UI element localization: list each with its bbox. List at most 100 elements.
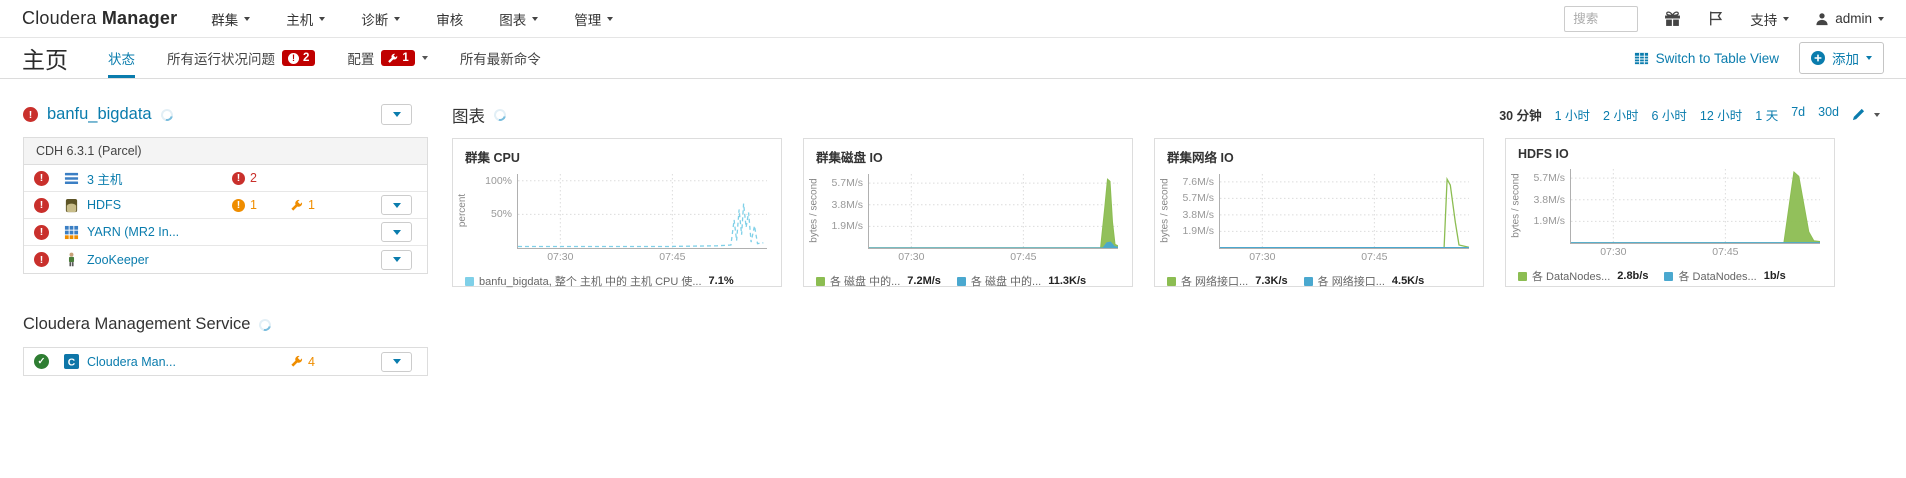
menu-audits[interactable]: 审核 — [436, 12, 464, 28]
chart-body: percent 100% 50% 07:30 07:45 — [453, 170, 781, 266]
management-actions-dropdown[interactable] — [381, 351, 412, 372]
cluster-name-link[interactable]: banfu_bigdata — [47, 105, 152, 123]
zookeeper-icon — [68, 252, 75, 267]
logo-part1: Cloudera — [22, 8, 97, 28]
time-range-link[interactable]: 2 小时 — [1603, 109, 1639, 123]
menu-clusters[interactable]: 群集 — [211, 9, 251, 29]
chevron-down-icon[interactable] — [1874, 112, 1880, 117]
chart-card[interactable]: HDFS IO bytes / second 5.7M/s 3.8M/s 1.9M/… — [1505, 138, 1835, 287]
legend-value: 4.5K/s — [1391, 275, 1425, 287]
legend-item: 各 DataNodes... 1b/s — [1664, 268, 1786, 284]
zookeeper-actions-dropdown[interactable] — [381, 249, 412, 270]
time-range-link[interactable]: 30d — [1818, 105, 1839, 119]
chevron-down-icon — [394, 16, 401, 21]
time-range-link[interactable]: 1 天 — [1755, 109, 1779, 123]
y-tick-label: 3.8M/s — [831, 198, 863, 211]
chevron-down-icon — [1878, 16, 1884, 21]
chevron-down-icon — [392, 359, 401, 364]
health-error-count[interactable]: 2 — [232, 171, 290, 185]
parcel-icon[interactable] — [1664, 10, 1681, 27]
chevron-down-icon — [532, 16, 539, 21]
hosts-link[interactable]: 3 主机 — [64, 169, 232, 188]
error-status-icon — [23, 107, 38, 122]
time-range-link[interactable]: 7d — [1791, 105, 1806, 119]
tab-recent-commands[interactable]: 所有最新命令 — [459, 52, 541, 67]
health-warning-count[interactable]: 1 — [232, 198, 290, 212]
cluster-status-donut-icon[interactable] — [158, 106, 175, 123]
cluster-actions-dropdown[interactable] — [381, 104, 412, 125]
switch-table-view-link[interactable]: Switch to Table View — [1634, 51, 1779, 66]
user-menu[interactable]: admin — [1815, 11, 1884, 26]
page-tabbar: 主页 状态 所有运行状况问题 2 配置 1 所有最新命令 Switch to T… — [0, 38, 1906, 79]
chart-card[interactable]: 群集磁盘 IO bytes / second 5.7M/s 3.8M/s 1.9M/… — [803, 138, 1133, 288]
chart-plot-svg — [1570, 169, 1821, 244]
x-tick-label: 07:30 — [1600, 246, 1627, 258]
y-axis-label: bytes / second — [1510, 172, 1522, 238]
legend-value: 11.3K/s — [1048, 275, 1087, 287]
chart-legend: banfu_bigdata, 整个 主机 中的 主机 CPU 使... 7.1% — [465, 273, 769, 289]
management-status-donut-icon[interactable] — [257, 316, 274, 333]
tab-health-issues[interactable]: 所有运行状况问题 2 — [167, 38, 316, 78]
y-axis-label: bytes / second — [808, 177, 820, 243]
yarn-link[interactable]: YARN (MR2 In... — [64, 225, 232, 240]
chart-plot: 5.7M/s 3.8M/s 1.9M/s 07:30 07:45 — [831, 174, 1119, 263]
logo-part2: Manager — [101, 8, 178, 28]
tab-configuration[interactable]: 配置 1 — [347, 38, 428, 78]
error-status-icon — [34, 197, 49, 213]
time-range-link[interactable]: 6 小时 — [1651, 109, 1687, 123]
menu-diagnostics[interactable]: 诊断 — [361, 9, 401, 29]
chevron-down-icon — [421, 56, 428, 60]
cluster-services-table: CDH 6.3.1 (Parcel) 3 主机 2 HDFS 1 1 — [23, 137, 428, 274]
table-row-management: C Cloudera Man... 4 — [24, 348, 427, 375]
health-issues-badge: 2 — [282, 50, 316, 66]
time-range-link[interactable]: 12 小时 — [1699, 109, 1743, 123]
menu-hosts[interactable]: 主机 — [286, 9, 326, 29]
edit-pencil-icon[interactable] — [1852, 108, 1865, 121]
chart-card[interactable]: 群集 CPU percent 100% 50% 07:30 07:45 banfu_b… — [452, 138, 782, 289]
config-issues-badge: 1 — [381, 50, 415, 66]
menu-charts[interactable]: 图表 — [499, 9, 539, 29]
chevron-down-icon — [244, 16, 251, 21]
chevron-down-icon — [1866, 56, 1872, 60]
chart-legend: 各 网络接口... 7.3K/s 各 网络接口... 4.5K/s — [1167, 273, 1471, 289]
y-tick-label: 1.9M/s — [1182, 225, 1214, 238]
add-button[interactable]: 添加 — [1799, 42, 1884, 74]
plus-circle-icon — [1811, 51, 1825, 65]
chart-card-title: HDFS IO — [1518, 147, 1569, 161]
charts-title: 图表 — [452, 107, 485, 126]
hdfs-link[interactable]: HDFS — [64, 198, 232, 213]
hdfs-icon — [65, 198, 78, 212]
time-range-link[interactable]: 1 小时 — [1554, 109, 1591, 123]
support-menu[interactable]: 支持 — [1750, 9, 1790, 29]
running-commands-icon[interactable] — [1707, 10, 1724, 27]
config-issues-count[interactable]: 4 — [290, 355, 381, 369]
tab-status[interactable]: 状态 — [108, 38, 135, 78]
x-tick-label: 07:30 — [898, 251, 925, 263]
search-input[interactable] — [1564, 5, 1639, 32]
chart-plot: 7.6M/s 5.7M/s 3.8M/s 1.9M/s 07:30 07:45 — [1182, 174, 1470, 263]
config-issues-count[interactable]: 1 — [290, 198, 381, 212]
chart-card-title: 群集 CPU — [465, 151, 520, 165]
chevron-down-icon — [392, 112, 401, 117]
legend-value: 1b/s — [1763, 270, 1786, 282]
legend-swatch — [1303, 276, 1313, 286]
menu-administration[interactable]: 管理 — [574, 9, 614, 29]
yarn-actions-dropdown[interactable] — [381, 222, 412, 242]
error-icon — [288, 52, 299, 64]
legend-value: 7.3K/s — [1255, 275, 1288, 287]
chevron-down-icon — [392, 229, 401, 235]
time-range-selector: 30 分钟 1 小时 2 小时 6 小时 12 小时 1 天 7d 30d — [1499, 105, 1880, 124]
app-logo[interactable]: Cloudera Manager — [22, 8, 177, 29]
tabbar-right: Switch to Table View 添加 — [1634, 42, 1884, 74]
chart-card[interactable]: 群集网络 IO bytes / second 7.6M/s 5.7M/s 3.8M/… — [1154, 138, 1484, 289]
hdfs-actions-dropdown[interactable] — [381, 195, 412, 215]
y-tick-label: 100% — [485, 174, 512, 187]
y-tick-label: 5.7M/s — [1533, 172, 1565, 185]
charts-donut-icon[interactable] — [491, 106, 509, 123]
error-status-icon — [34, 224, 49, 240]
management-service-link[interactable]: C Cloudera Man... — [64, 354, 232, 369]
user-icon — [1815, 12, 1829, 26]
wrench-icon — [291, 199, 303, 211]
zookeeper-link[interactable]: ZooKeeper — [64, 252, 232, 267]
cdh-version-row: CDH 6.3.1 (Parcel) — [24, 138, 427, 165]
